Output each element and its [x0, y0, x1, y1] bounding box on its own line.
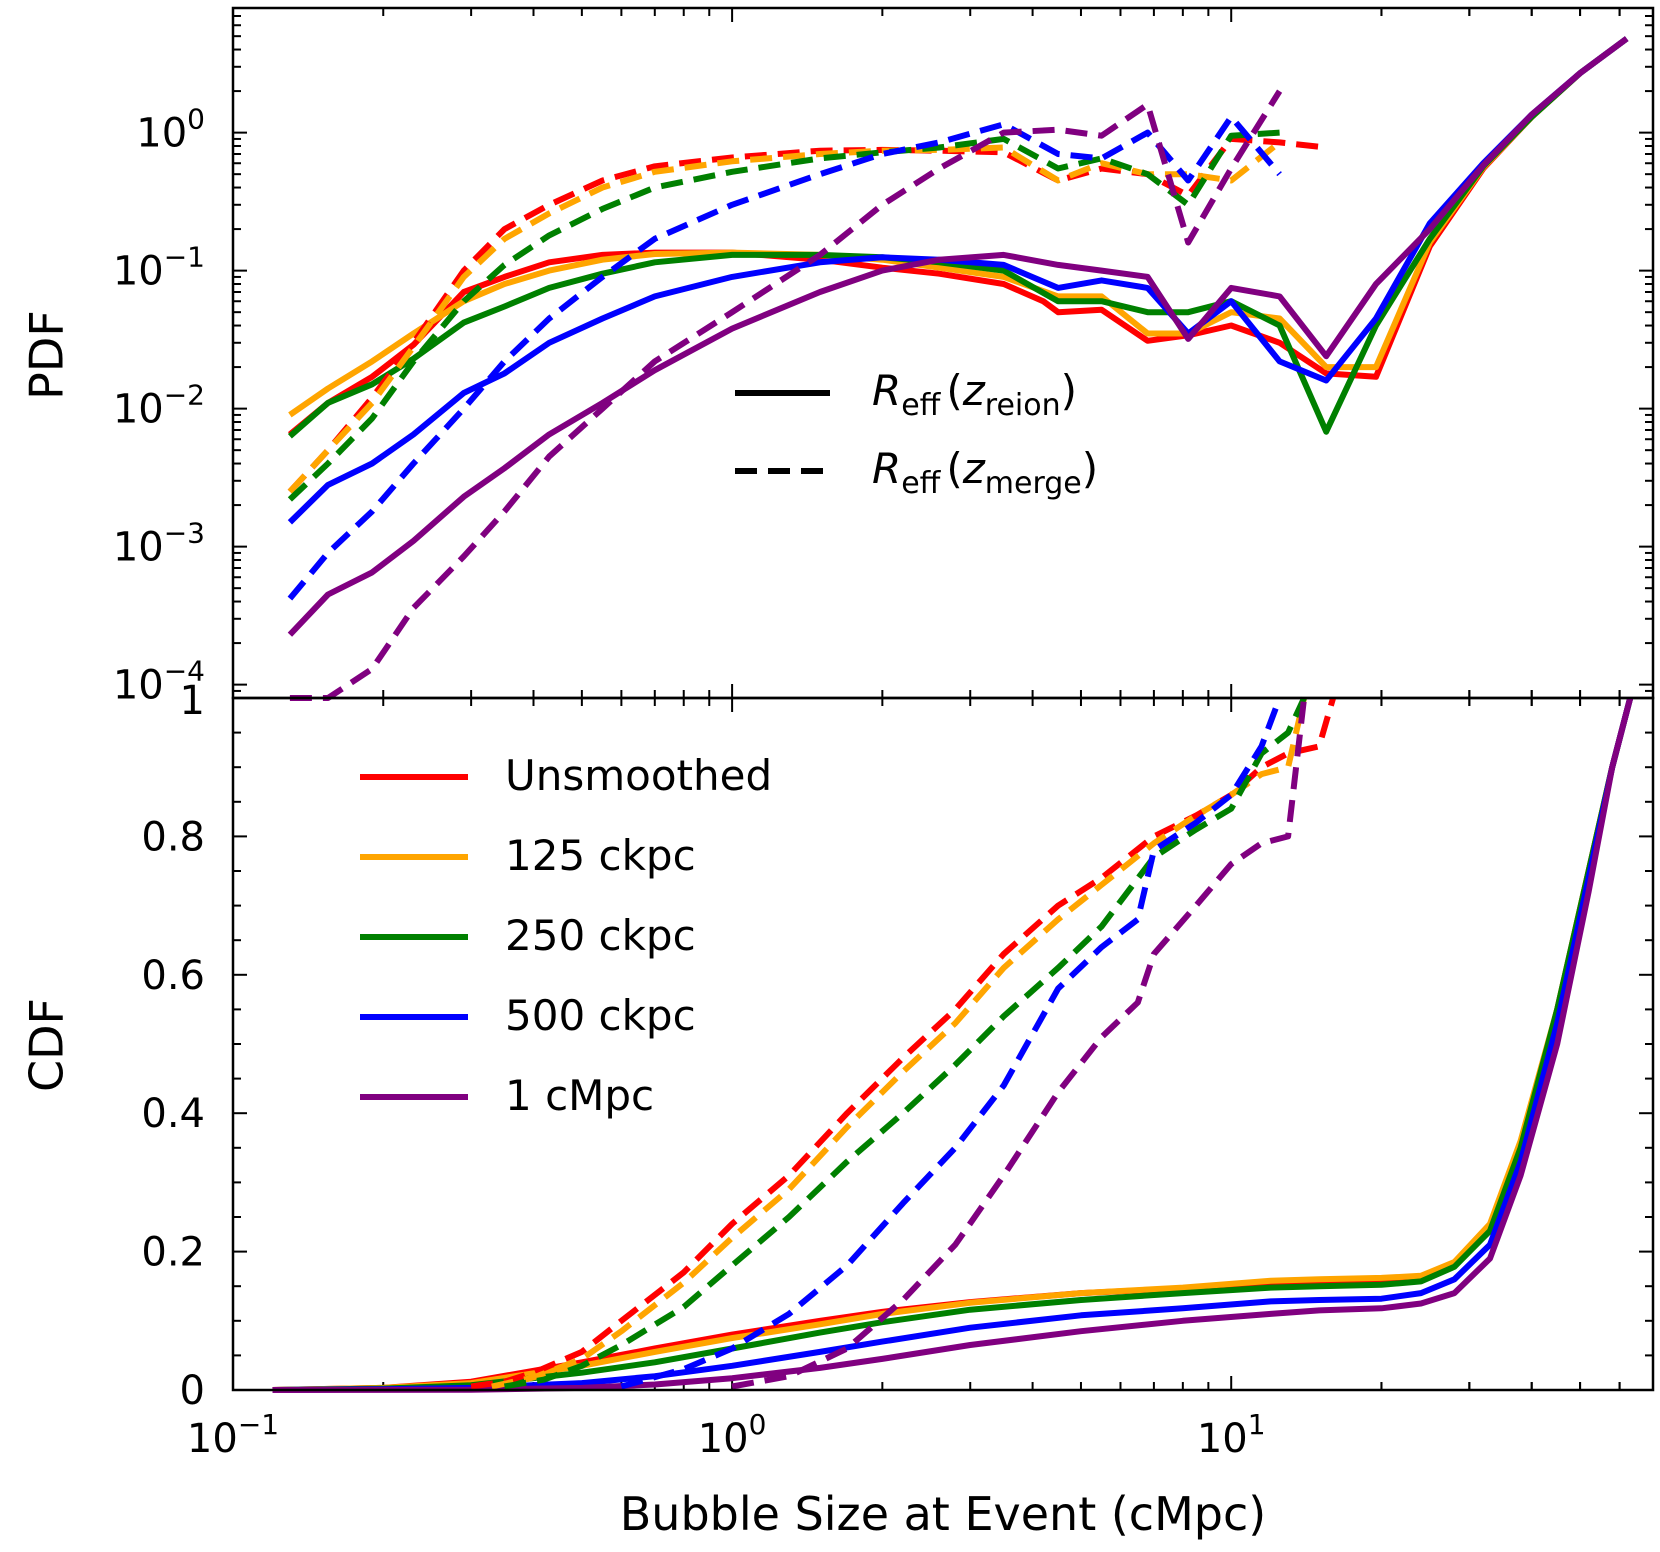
dashed-series-line	[470, 697, 1336, 1390]
legend-label: 1 cMpc	[505, 1071, 654, 1120]
y-tick-label: 0.2	[141, 1230, 205, 1276]
y-tick-label: 100	[136, 103, 205, 157]
x-tick-label: 10−1	[187, 1408, 279, 1462]
legend-label: 500 ckpc	[505, 991, 696, 1040]
y-tick-label: 10−3	[113, 517, 205, 571]
x-tick-label: 101	[1197, 1408, 1266, 1462]
y-tick-label: 0.4	[141, 1091, 205, 1137]
dashed-series-line	[503, 696, 1307, 1390]
solid-series-line	[288, 36, 1629, 418]
dashed-series-line	[731, 697, 1308, 1390]
dashed-series-line	[289, 89, 1283, 701]
pdf-y-tick-labels: 100 10−1 10−2 10−3 10−4	[113, 103, 205, 709]
cdf-series-group	[272, 696, 1634, 1393]
x-axis-label: Bubble Size at Event (cMpc)	[620, 1487, 1266, 1541]
pdf-series-group	[287, 36, 1629, 701]
solid-series-line	[287, 36, 1629, 439]
y-tick-label: 1	[180, 678, 205, 724]
dashed-series-line	[620, 696, 1283, 1390]
pdf-tick-marks	[232, 7, 1654, 699]
solid-series-line	[272, 697, 1634, 1393]
x-tick-labels: 10−1 100 101	[187, 1408, 1266, 1462]
solid-series-line	[272, 697, 1634, 1393]
pdf-y-axis-label: PDF	[20, 310, 74, 400]
style-legend-label: Reff (zmerge)	[872, 444, 1098, 501]
pdf-style-legend: Reff (zreion) Reff (zmerge)	[735, 366, 1098, 501]
x-tick-label: 100	[698, 1408, 767, 1462]
solid-series-line	[287, 36, 1629, 525]
y-tick-label: 10−1	[113, 241, 205, 295]
dashed-series-line	[491, 697, 1308, 1390]
y-tick-label: 0.8	[141, 814, 205, 860]
y-tick-label: 0.6	[141, 953, 205, 999]
legend-label: Unsmoothed	[505, 751, 772, 800]
y-tick-label: 10−2	[113, 379, 205, 433]
solid-series-line	[272, 697, 1634, 1393]
dashed-series-line	[287, 129, 1280, 502]
cdf-y-axis-label: CDF	[20, 998, 74, 1092]
y-tick-label: 10−4	[113, 655, 205, 709]
cdf-y-tick-labels: 0 0.2 0.4 0.6 0.8 1	[141, 678, 205, 1414]
legend-label: 125 ckpc	[505, 831, 696, 880]
dashed-series-line	[287, 140, 1282, 494]
pdf-axes-frame	[231, 6, 1655, 700]
legend-label: 250 ckpc	[505, 911, 696, 960]
solid-series-line	[287, 36, 1629, 637]
solid-series-line	[272, 697, 1634, 1393]
cdf-panel: 0 0.2 0.4 0.6 0.8 1 10−1 100 101 CDF Bubble Siz…	[20, 678, 1655, 1541]
style-legend-label: Reff (zreion)	[872, 366, 1077, 423]
y-tick-label: 0	[180, 1368, 205, 1414]
dashed-series-line	[287, 113, 1282, 601]
solid-series-line	[272, 697, 1634, 1393]
color-legend: Unsmoothed 125 ckpc 250 ckpc 500 ckpc 1 cMpc	[360, 751, 772, 1120]
cdf-axes-frame	[231, 696, 1655, 1392]
